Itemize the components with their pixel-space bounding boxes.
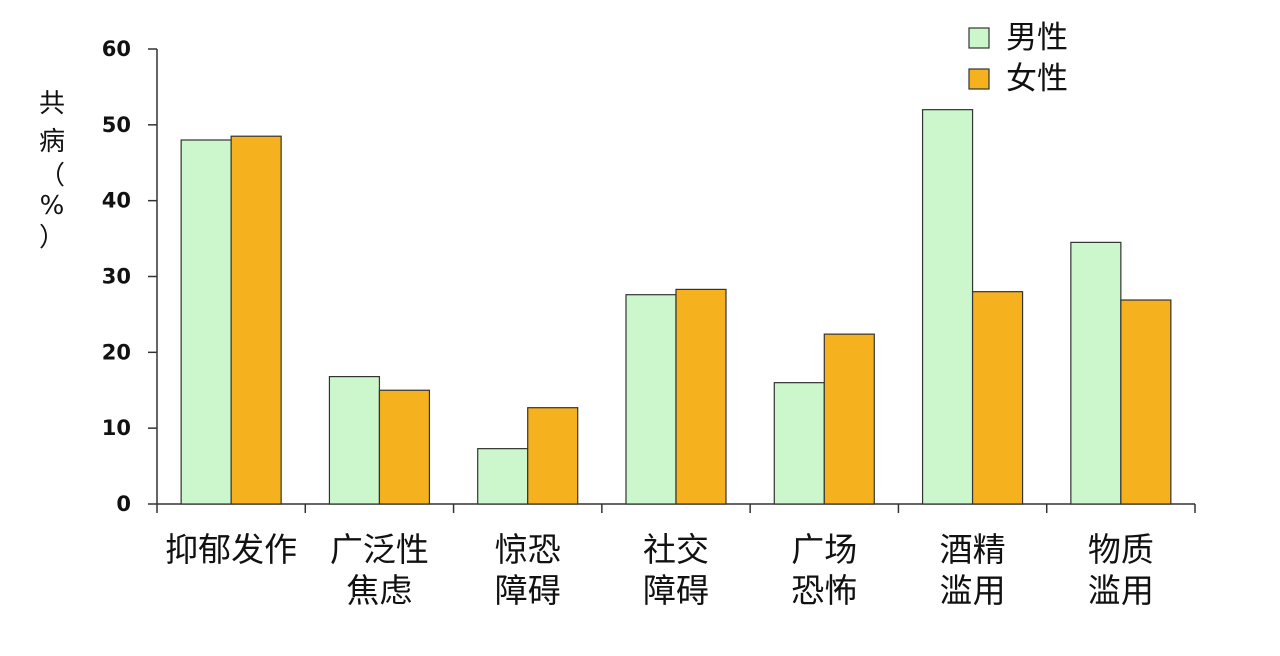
y-tick-label: 0 xyxy=(116,492,131,516)
bar-male xyxy=(921,109,974,505)
legend-label: 女性 xyxy=(1006,61,1068,97)
category-label: 惊恐 xyxy=(495,530,561,569)
y-axis-label-char: （ xyxy=(39,161,65,191)
bar-female xyxy=(675,288,727,505)
category-label: 抑郁发作 xyxy=(165,530,297,569)
x-axis xyxy=(156,503,1196,513)
legend-swatch xyxy=(968,27,990,49)
y-axis-label-char: 共 xyxy=(39,89,65,119)
category-label: 广泛性 xyxy=(330,530,429,569)
y-tick-label: 20 xyxy=(102,340,131,364)
category-label: 广场 xyxy=(791,530,857,569)
category-label: 酒精 xyxy=(940,530,1006,569)
bar-male xyxy=(1070,241,1122,505)
bars xyxy=(180,109,1172,505)
category-label: 社交 xyxy=(643,530,709,569)
y-axis: 0 10 20 30 40 50 60 xyxy=(102,37,158,516)
bar-female xyxy=(1120,299,1172,505)
y-tick-label: 60 xyxy=(102,37,131,61)
legend-swatch xyxy=(968,68,990,90)
y-tick-label: 40 xyxy=(102,189,131,213)
category-label: 物质 xyxy=(1088,530,1154,569)
category-label: 焦虑 xyxy=(346,571,412,610)
bar-male xyxy=(477,448,529,505)
bar-female xyxy=(971,291,1024,505)
category-label: 恐怖 xyxy=(791,571,857,610)
y-axis-label: 共病 （%） xyxy=(39,89,65,253)
bar-male xyxy=(328,376,381,505)
bar-male xyxy=(773,382,825,505)
category-label: 滥用 xyxy=(940,571,1006,610)
category-label: 障碍 xyxy=(643,571,709,610)
y-tick-label: 10 xyxy=(102,416,131,440)
bar-female xyxy=(527,407,579,505)
bar-male xyxy=(625,294,677,505)
category-label: 障碍 xyxy=(495,571,561,610)
bar-female xyxy=(230,135,282,505)
y-tick-label: 50 xyxy=(102,113,131,137)
bar-female xyxy=(378,389,431,505)
y-axis-label-char: 病 xyxy=(39,127,65,157)
bar-male xyxy=(180,139,232,505)
y-axis-label-char: % xyxy=(40,191,65,221)
bar-female xyxy=(823,333,875,505)
y-tick-label: 30 xyxy=(102,265,131,289)
category-label: 滥用 xyxy=(1088,571,1154,610)
y-axis-label-char: ） xyxy=(39,223,65,253)
legend-label: 男性 xyxy=(1006,20,1068,56)
